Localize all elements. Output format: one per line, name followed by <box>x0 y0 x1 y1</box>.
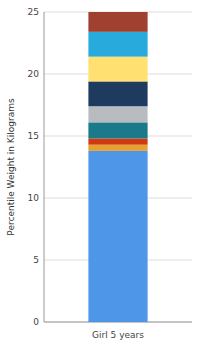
bar-segment <box>88 145 147 151</box>
y-axis-label: Percentile Weight in Kilograms <box>6 98 16 236</box>
bar-segment <box>88 106 147 122</box>
bar-segment <box>88 12 147 32</box>
y-tick-label: 0 <box>33 317 39 327</box>
y-tick-label: 5 <box>33 255 39 265</box>
bars <box>88 12 147 322</box>
x-tick-label: Girl 5 years <box>92 330 144 340</box>
y-tick-label: 20 <box>28 69 40 79</box>
bar-segment <box>88 151 147 322</box>
chart: 0 5 10 15 20 25 Girl 5 years Percentile Weight … <box>0 0 200 350</box>
bar-segment <box>88 138 147 144</box>
bar-segment <box>88 81 147 106</box>
bar-segment <box>88 32 147 57</box>
y-tick-label: 10 <box>28 193 40 203</box>
y-tick-label: 15 <box>28 131 39 141</box>
bar-segment <box>88 122 147 138</box>
bar-segment <box>88 57 147 82</box>
y-axis-line <box>44 12 45 322</box>
grid <box>44 12 192 322</box>
y-tick-label: 25 <box>28 7 39 17</box>
